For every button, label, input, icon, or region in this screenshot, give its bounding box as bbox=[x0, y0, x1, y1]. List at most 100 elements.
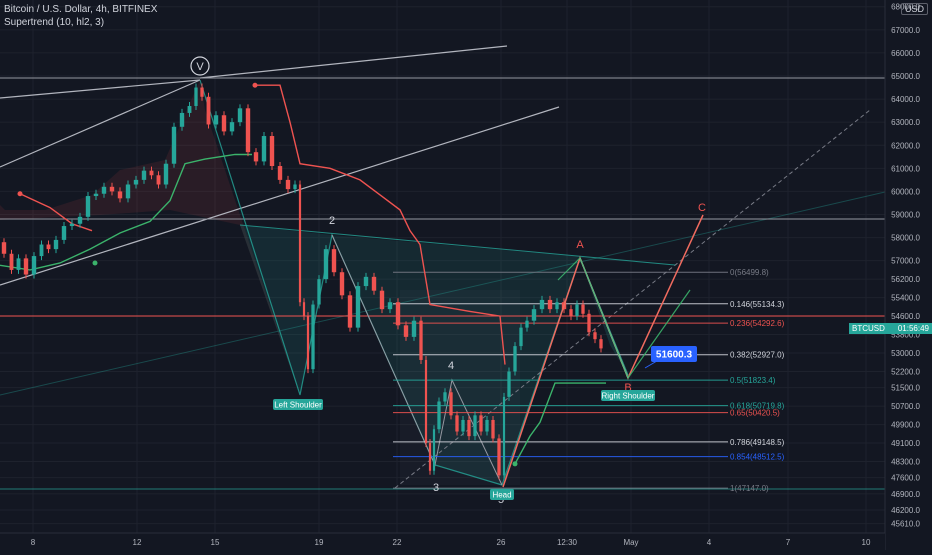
candle-body bbox=[547, 299, 553, 310]
candle-body bbox=[1, 242, 7, 254]
fib-level-label: 0.236(54292.6) bbox=[730, 319, 785, 328]
fib-level-label: 0.786(49148.5) bbox=[730, 438, 785, 447]
time-axis-bg bbox=[0, 533, 885, 550]
annotation-box-text: 51600.3 bbox=[656, 350, 693, 361]
price-axis[interactable]: 68000.0 67000.0 66000.0 65000.0 64000.0 63000… bbox=[849, 0, 932, 550]
candle-body bbox=[355, 286, 361, 328]
price-tick-label: 49900.0 bbox=[891, 421, 920, 430]
fib-level-label: 0.382(52927.0) bbox=[730, 351, 785, 360]
candle-body bbox=[163, 163, 169, 185]
candle-body bbox=[539, 299, 545, 310]
candle-body bbox=[302, 302, 306, 317]
candle-body bbox=[229, 122, 235, 132]
time-tick-label: 12 bbox=[133, 538, 142, 547]
indicator-label[interactable]: Supertrend (10, hl2, 3) bbox=[4, 17, 105, 28]
candle-body bbox=[16, 258, 21, 270]
candle-body bbox=[194, 87, 198, 107]
fill-fib-zone bbox=[400, 290, 520, 485]
candle-body bbox=[109, 186, 115, 192]
price-tick-label: 63000.0 bbox=[891, 118, 920, 127]
last-price-badge-bg bbox=[849, 323, 932, 334]
price-tick-label: 48300.0 bbox=[891, 458, 920, 467]
right-shoulder-tag-label: Right Shoulder bbox=[602, 392, 655, 401]
wave-b-label: B bbox=[624, 382, 631, 394]
time-tick-label: 15 bbox=[211, 538, 220, 547]
price-tick-label: 66000.0 bbox=[891, 49, 920, 58]
candle-body bbox=[449, 392, 453, 416]
fib-level-label: 0.5(51823.4) bbox=[730, 376, 776, 385]
candle-body bbox=[525, 320, 529, 328]
candle-body bbox=[213, 115, 219, 125]
candle-body bbox=[593, 332, 597, 340]
candle-body bbox=[497, 438, 501, 476]
candle-body bbox=[101, 186, 107, 194]
fib-level-label: 0.146(55134.3) bbox=[730, 300, 785, 309]
price-tick-label: 55400.0 bbox=[891, 294, 920, 303]
candle-body bbox=[53, 239, 59, 250]
candle-body bbox=[331, 249, 337, 273]
time-tick-label: May bbox=[623, 538, 638, 547]
neckline-top bbox=[239, 224, 676, 266]
price-tick-label: 53800.0 bbox=[891, 331, 920, 340]
candle-body bbox=[347, 295, 353, 328]
supertrend-sell-dot bbox=[17, 191, 23, 197]
candle-body bbox=[156, 175, 161, 185]
fib-level-label: 0(56499.8) bbox=[730, 268, 769, 277]
time-tick-label: 4 bbox=[707, 538, 712, 547]
candle-body bbox=[455, 415, 459, 432]
price-tick-label: 46200.0 bbox=[891, 506, 920, 515]
candle-body bbox=[23, 258, 29, 275]
wave-v-label: V bbox=[196, 61, 204, 73]
candle-body bbox=[117, 191, 123, 199]
price-tick-label: 59000.0 bbox=[891, 211, 920, 220]
time-tick-label: 10 bbox=[862, 538, 871, 547]
candle-body bbox=[77, 216, 83, 224]
left-shoulder-tag-bg bbox=[273, 399, 323, 410]
candle-body bbox=[293, 184, 297, 190]
price-tick-label: 68000.0 bbox=[891, 3, 920, 12]
candle-body bbox=[371, 276, 377, 291]
candle-body bbox=[575, 304, 579, 317]
candle-body bbox=[237, 108, 243, 123]
annotation-box-bg bbox=[651, 346, 697, 362]
wave-3-label: 3 bbox=[433, 482, 439, 494]
candle-body bbox=[311, 304, 315, 370]
price-tick-label: 45610.0 bbox=[891, 520, 920, 529]
supertrend-up bbox=[514, 382, 606, 465]
head-tag-bg bbox=[490, 489, 514, 500]
candle-body bbox=[502, 396, 506, 476]
trendline-channel-b bbox=[0, 106, 560, 286]
grid bbox=[0, 0, 885, 533]
candle-body bbox=[187, 106, 192, 113]
symbol-title[interactable]: Bitcoin / U.S. Dollar, 4h, BITFINEX bbox=[4, 4, 158, 15]
right-shoulder-tag: Right Shoulder bbox=[601, 390, 655, 401]
time-tick-label: 22 bbox=[393, 538, 402, 547]
wave-a-label: A bbox=[576, 239, 584, 251]
candle-body bbox=[125, 184, 131, 199]
currency-label[interactable]: USD bbox=[900, 3, 928, 15]
candle-body bbox=[461, 419, 465, 432]
candle-body bbox=[379, 290, 385, 310]
right-shoulder-tag-bg bbox=[601, 390, 655, 401]
candle-body bbox=[507, 371, 511, 397]
candle-body bbox=[428, 443, 432, 471]
time-axis[interactable]: 8 12 15 19 22 26 12:30 May 4 7 10 bbox=[0, 532, 885, 550]
fib-level-label: 0.65(50420.5) bbox=[730, 409, 780, 418]
candle-body bbox=[277, 166, 283, 180]
candle-body bbox=[387, 302, 393, 310]
pattern-fills bbox=[0, 80, 675, 485]
candle-body bbox=[485, 419, 489, 432]
candle-body bbox=[443, 392, 447, 402]
candle-body bbox=[221, 115, 227, 132]
candle-body bbox=[61, 226, 67, 240]
left-shoulder-tag-label: Left Shoulder bbox=[274, 401, 322, 410]
price-annotation-box: 51600.3 bbox=[651, 346, 697, 362]
candle-body bbox=[206, 96, 211, 125]
price-series bbox=[1, 83, 603, 480]
candle-body bbox=[491, 419, 495, 439]
elliott-wave-outline bbox=[331, 234, 503, 486]
supertrend-down bbox=[19, 193, 93, 232]
